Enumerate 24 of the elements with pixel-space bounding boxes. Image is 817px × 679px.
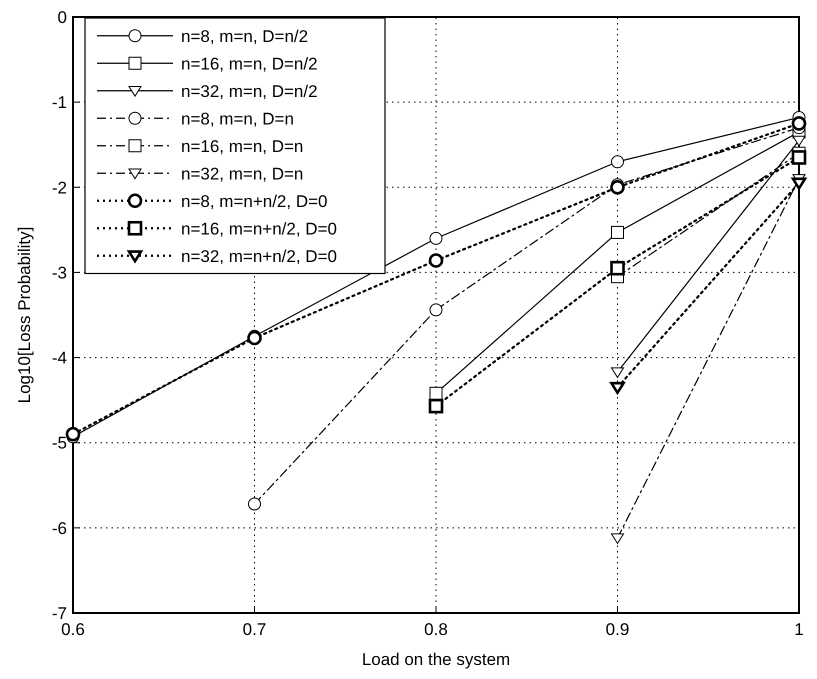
y-tick-label: -5 <box>52 434 67 453</box>
x-tick-label: 0.9 <box>606 620 630 639</box>
legend-label: n=8, m=n, D=n <box>181 109 294 128</box>
x-tick-label: 1 <box>794 620 804 639</box>
legend-label: n=32, m=n, D=n/2 <box>181 82 318 101</box>
y-axis-title: Log10[Loss Probability] <box>15 226 34 404</box>
x-tick-label: 0.6 <box>61 620 85 639</box>
legend-label: n=32, m=n, D=n <box>181 164 304 184</box>
y-tick-label: -6 <box>52 518 67 538</box>
legend-label: n=16, m=n+n/2, D=0 <box>181 219 337 238</box>
legend-label: n=32, m=n+n/2, D=0 <box>181 246 337 266</box>
legend-label: n=8, m=n, D=n/2 <box>181 26 308 46</box>
y-tick-label: -2 <box>52 178 67 198</box>
legend-label: n=8, m=n+n/2, D=0 <box>181 192 328 211</box>
x-tick-label: 0.8 <box>424 620 448 639</box>
legend-label: n=16, m=n, D=n/2 <box>181 54 318 74</box>
y-tick-label: -3 <box>52 263 67 282</box>
x-tick-label: 0.7 <box>242 620 266 639</box>
legend-label: n=16, m=n, D=n <box>181 136 304 156</box>
y-tick-label: -1 <box>52 93 67 112</box>
y-tick-label: -7 <box>52 604 67 623</box>
y-tick-label: 0 <box>58 8 67 27</box>
y-tick-label: -4 <box>52 348 67 368</box>
x-axis-title: Load on the system <box>362 650 510 669</box>
